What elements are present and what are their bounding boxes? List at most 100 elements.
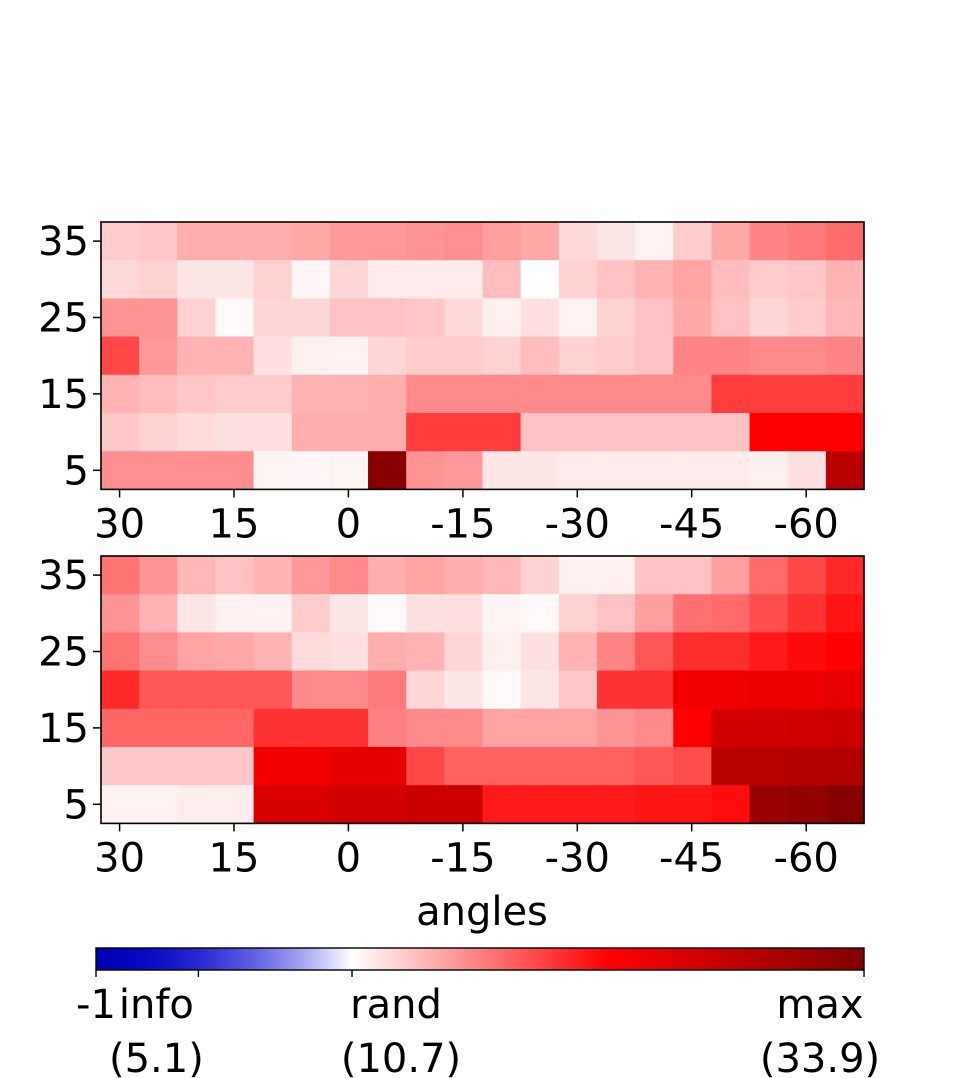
heatmap-cell-p0-r6-c1 <box>139 451 178 490</box>
heatmap-cell-p0-r1-c5 <box>291 260 331 299</box>
heatmap-cell-p1-r1-c4 <box>253 594 293 633</box>
heatmap-cell-p0-r3-c10 <box>482 336 522 376</box>
heatmap-cell-p1-r5-c19 <box>825 747 865 786</box>
heatmap-cell-p0-r5-c2 <box>177 413 217 452</box>
heatmap-cell-p0-r1-c15 <box>673 260 712 299</box>
heatmap-cell-p1-r5-c1 <box>139 747 178 786</box>
heatmap-cell-p0-r3-c13 <box>596 336 636 376</box>
heatmap-cell-p0-r0-c16 <box>711 222 751 261</box>
heatmap-cell-p0-r1-c2 <box>177 260 217 299</box>
heatmap-cell-p1-r3-c9 <box>444 670 484 710</box>
heatmap-cell-p0-r0-c6 <box>329 222 369 261</box>
heatmap-cell-p1-r0-c15 <box>673 556 712 595</box>
heatmap-cell-p1-r0-c16 <box>711 556 751 595</box>
heatmap-cell-p1-r3-c10 <box>482 670 522 710</box>
heatmap-cell-p1-r1-c12 <box>558 594 598 633</box>
heatmap-cell-p0-r0-c1 <box>139 222 178 261</box>
heatmap-cell-p0-r1-c17 <box>749 260 789 299</box>
heatmap-cell-p1-r0-c7 <box>368 556 407 595</box>
heatmap-cell-p1-r1-c3 <box>215 594 255 633</box>
heatmap-cell-p1-r0-c17 <box>749 556 789 595</box>
heatmap-cell-p1-r2-c4 <box>253 632 293 672</box>
heatmap-cell-p1-r4-c19 <box>825 708 865 748</box>
heatmap-cell-p1-r2-c15 <box>673 632 712 672</box>
heatmap-cell-p1-r4-c9 <box>444 708 484 748</box>
heatmap-cell-p1-r5-c0 <box>101 747 140 786</box>
heatmap-cell-p0-r6-c16 <box>711 451 751 490</box>
heatmap-cell-p1-r0-c14 <box>635 556 674 595</box>
heatmap-cell-p1-r0-c2 <box>177 556 217 595</box>
heatmap-cell-p0-r2-c17 <box>749 298 789 338</box>
heatmap-cell-p1-r6-c5 <box>291 785 331 824</box>
heatmap-cell-p0-r4-c9 <box>444 374 484 414</box>
heatmap-cell-p1-r2-c3 <box>215 632 255 672</box>
heatmap-cell-p0-r1-c12 <box>558 260 598 299</box>
heatmap-cell-p0-r5-c12 <box>558 413 598 452</box>
heatmap-cell-p1-r0-c10 <box>482 556 522 595</box>
heatmap-cell-p0-r5-c7 <box>368 413 407 452</box>
heatmap-cell-p1-r3-c4 <box>253 670 293 710</box>
heatmap-cell-p1-r1-c13 <box>596 594 636 633</box>
heatmap-cell-p1-r6-c8 <box>406 785 445 824</box>
heatmap-cell-p0-r5-c9 <box>444 413 484 452</box>
x-tick-label: 0 <box>336 835 361 881</box>
heatmap-cell-p1-r6-c9 <box>444 785 484 824</box>
y-tick-label: 5 <box>64 782 89 828</box>
heatmap-cell-p0-r6-c14 <box>635 451 674 490</box>
heatmap-cell-p0-r6-c18 <box>787 451 827 490</box>
heatmap-cell-p0-r4-c10 <box>482 374 522 414</box>
colorbar-tick-sublabel: (33.9) <box>760 1036 880 1078</box>
heatmap-cell-p1-r2-c8 <box>406 632 445 672</box>
heatmap-cell-p1-r3-c16 <box>711 670 751 710</box>
heatmap-cell-p1-r3-c12 <box>558 670 598 710</box>
heatmap-cell-p1-r1-c8 <box>406 594 445 633</box>
heatmap-cell-p0-r6-c8 <box>406 451 445 490</box>
x-tick-label: 0 <box>336 501 361 547</box>
heatmap-cell-p1-r1-c16 <box>711 594 751 633</box>
heatmap-cell-p1-r5-c8 <box>406 747 445 786</box>
heatmap-cell-p1-r4-c13 <box>596 708 636 748</box>
heatmap-cell-p0-r1-c16 <box>711 260 751 299</box>
heatmap-cell-p0-r1-c0 <box>101 260 140 299</box>
heatmap-cell-p1-r5-c7 <box>368 747 407 786</box>
heatmap-cell-p0-r2-c10 <box>482 298 522 338</box>
x-tick-label: -15 <box>430 835 495 881</box>
heatmap-cell-p0-r0-c11 <box>520 222 560 261</box>
heatmap-cell-p1-r0-c3 <box>215 556 255 595</box>
heatmap-cell-p1-r0-c19 <box>825 556 865 595</box>
heatmap-cell-p0-r6-c19 <box>825 451 865 490</box>
heatmap-cell-p1-r1-c19 <box>825 594 865 633</box>
heatmap-cell-p1-r3-c18 <box>787 670 827 710</box>
heatmap-cell-p1-r5-c11 <box>520 747 560 786</box>
heatmap-cell-p1-r1-c1 <box>139 594 178 633</box>
heatmap-cell-p1-r1-c11 <box>520 594 560 633</box>
heatmap-cell-p0-r2-c6 <box>329 298 369 338</box>
y-tick-label: 25 <box>38 630 89 676</box>
heatmap-cell-p1-r6-c10 <box>482 785 522 824</box>
heatmap-cell-p0-r5-c10 <box>482 413 522 452</box>
heatmap-cell-p0-r2-c2 <box>177 298 217 338</box>
heatmap-cell-p0-r4-c4 <box>253 374 293 414</box>
colorbar-tick-label: info <box>119 982 194 1028</box>
heatmap-cell-p0-r4-c16 <box>711 374 751 414</box>
heatmap-cell-p0-r6-c7 <box>368 451 407 490</box>
plot-frame <box>100 555 865 825</box>
heatmap-cell-p0-r6-c17 <box>749 451 789 490</box>
heatmap-cell-p0-r6-c0 <box>101 451 140 490</box>
heatmap-cell-p1-r6-c18 <box>787 785 827 824</box>
heatmap-cell-p1-r0-c8 <box>406 556 445 595</box>
heatmap-cell-p1-r4-c2 <box>177 708 217 748</box>
heatmap-cell-p1-r1-c6 <box>329 594 369 633</box>
heatmap-cell-p0-r1-c1 <box>139 260 178 299</box>
heatmap-cell-p0-r1-c6 <box>329 260 369 299</box>
heatmap-cell-p0-r2-c7 <box>368 298 407 338</box>
heatmap-cell-p1-r5-c2 <box>177 747 217 786</box>
heatmap-cell-p1-r4-c7 <box>368 708 407 748</box>
heatmap-cell-p0-r0-c15 <box>673 222 712 261</box>
x-tick-label: -45 <box>659 835 724 881</box>
x-tick-label: -60 <box>774 501 839 547</box>
heatmap-cell-p1-r2-c14 <box>635 632 674 672</box>
colorbar-tick-label: max <box>776 982 863 1028</box>
heatmap-cell-p0-r0-c2 <box>177 222 217 261</box>
